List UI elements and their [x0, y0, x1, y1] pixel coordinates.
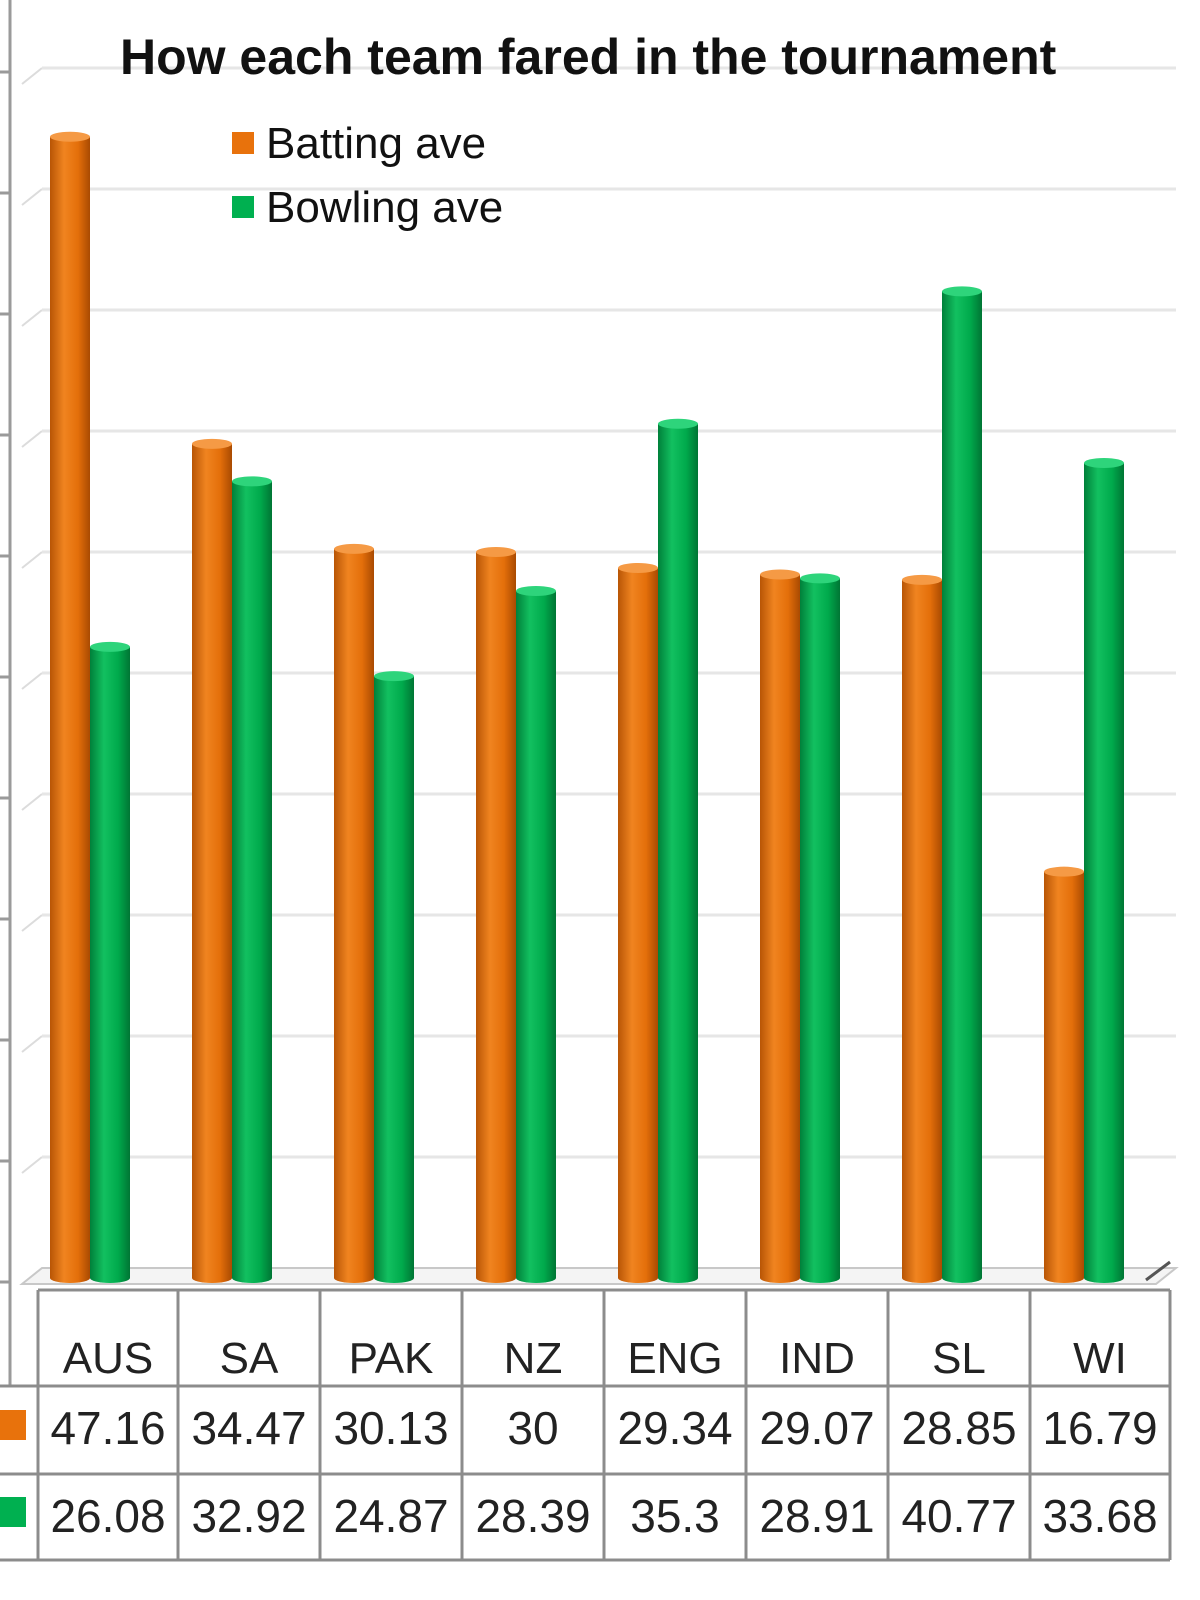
gridline-slant — [21, 551, 43, 569]
bar-batting-sl — [902, 574, 942, 1283]
bar-bowling-eng — [658, 418, 698, 1283]
gridline-slant — [21, 188, 43, 206]
data-label: 28.39 — [475, 1490, 590, 1542]
bar-bowling-nz — [516, 585, 556, 1283]
gridline-slant — [21, 309, 43, 327]
data-label: 26.08 — [50, 1490, 165, 1542]
gridline-slant — [21, 914, 43, 932]
data-label: 29.07 — [759, 1402, 874, 1454]
data-table: AUS SA PAK NZ ENG IND SL WI 47.16 34.47 30.13 30 29.… — [0, 1288, 1172, 1562]
gridline-slant — [21, 67, 43, 85]
data-label: 30 — [507, 1402, 558, 1454]
data-label: 32.92 — [191, 1490, 306, 1542]
floor-corner — [1145, 1260, 1171, 1282]
data-label: 34.47 — [191, 1402, 306, 1454]
gridline-slant — [21, 1156, 43, 1174]
data-label: 24.87 — [333, 1490, 448, 1542]
data-label: 28.91 — [759, 1490, 874, 1542]
chart-floor — [19, 1267, 1179, 1285]
data-label: 47.16 — [50, 1402, 165, 1454]
legend-label-batting: Batting ave — [266, 119, 486, 168]
category-label: AUS — [63, 1334, 153, 1383]
bar-batting-sa — [192, 438, 232, 1283]
legend: Batting ave Bowling ave — [232, 119, 503, 232]
category-label: SA — [220, 1334, 279, 1383]
bar-bowling-aus — [90, 641, 130, 1283]
bar-batting-wi — [1044, 866, 1084, 1283]
gridline-slant — [21, 793, 43, 811]
data-label: 28.85 — [901, 1402, 1016, 1454]
category-label: PAK — [349, 1334, 434, 1383]
bar-batting-nz — [476, 547, 516, 1283]
bar-batting-aus — [50, 131, 90, 1283]
data-label: 35.3 — [630, 1490, 720, 1542]
bar-bowling-sa — [232, 476, 272, 1283]
legend-label-bowling: Bowling ave — [266, 183, 503, 232]
bar-batting-pak — [334, 543, 374, 1283]
gridline-slant — [21, 672, 43, 690]
category-label: NZ — [504, 1334, 563, 1383]
bar-bowling-wi — [1084, 457, 1124, 1283]
data-label: 30.13 — [333, 1402, 448, 1454]
table-legend-key-batting — [0, 1410, 26, 1440]
bar-batting-ind — [760, 569, 800, 1283]
bar-bowling-ind — [800, 573, 840, 1283]
data-label: 29.34 — [617, 1402, 732, 1454]
bar-batting-eng — [618, 562, 658, 1283]
data-label: 33.68 — [1042, 1490, 1157, 1542]
data-label: 40.77 — [901, 1490, 1016, 1542]
gridline-slant — [21, 430, 43, 448]
category-label: WI — [1073, 1334, 1127, 1383]
bar-bowling-sl — [942, 286, 982, 1283]
category-label: ENG — [627, 1334, 722, 1383]
chart-title: How each team fared in the tournament — [120, 29, 1057, 85]
category-label: SL — [932, 1334, 986, 1383]
legend-swatch-batting — [232, 132, 254, 154]
data-label: 16.79 — [1042, 1402, 1157, 1454]
table-legend-key-bowling — [0, 1497, 26, 1527]
bar-bowling-pak — [374, 671, 414, 1283]
category-label: IND — [779, 1334, 855, 1383]
gridline-slant — [21, 1035, 43, 1053]
legend-swatch-bowling — [232, 196, 254, 218]
